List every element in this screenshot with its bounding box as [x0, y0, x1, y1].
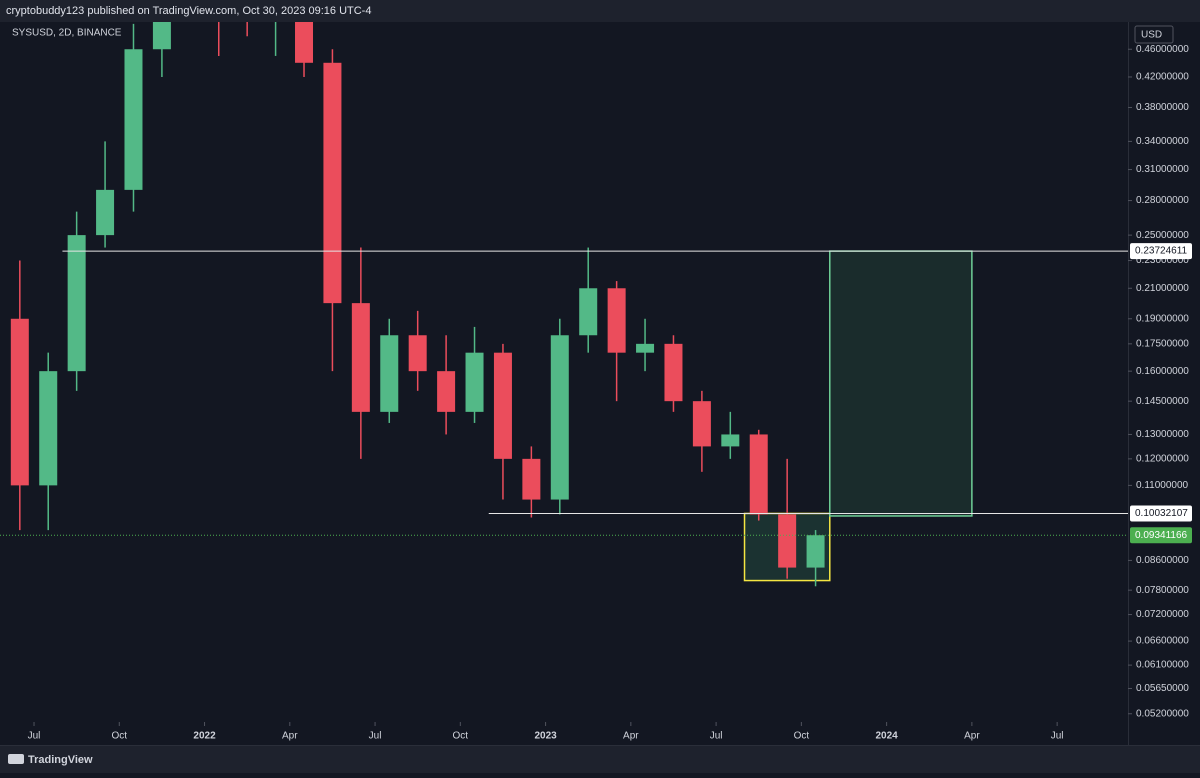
candle-body	[408, 335, 427, 372]
y-tick-label: 0.06600000	[1136, 636, 1189, 647]
header-text: cryptobuddy123 published on TradingView.…	[6, 5, 371, 17]
y-tick-label: 0.11000000	[1136, 480, 1189, 491]
candle-body	[96, 189, 115, 236]
y-tick-label: 0.42000000	[1136, 72, 1189, 83]
y-tick-label: 0.16000000	[1136, 366, 1189, 377]
y-tick-label: 0.06100000	[1136, 660, 1189, 671]
candle-body	[550, 335, 569, 500]
last-price-bg	[1130, 527, 1192, 544]
price-label: 0.10032107	[1135, 508, 1188, 519]
x-tick-label: Oct	[453, 731, 469, 742]
x-tick-label: Apr	[282, 731, 298, 742]
candle-body	[692, 401, 711, 447]
x-tick-label: Oct	[794, 731, 810, 742]
last-price-label: 0.09341166	[1135, 530, 1188, 541]
candle-body	[721, 434, 740, 447]
currency: USD	[1141, 30, 1162, 41]
currency-box	[1134, 25, 1174, 44]
price-label: 0.23724611	[1135, 246, 1188, 257]
y-tick-label: 0.13000000	[1136, 429, 1189, 440]
candle-body	[493, 352, 512, 459]
y-tick-label: 0.38000000	[1136, 102, 1189, 113]
y-tick-label: 0.17500000	[1136, 338, 1189, 349]
price-label-bg	[1130, 505, 1192, 522]
candle-body	[351, 303, 370, 412]
symbol-title: SYSUSD, 2D, BINANCE	[12, 28, 122, 39]
x-tick-label: Oct	[111, 731, 127, 742]
x-tick-label: Apr	[964, 731, 980, 742]
x-tick-label: Jul	[369, 731, 382, 742]
y-tick-label: 0.12000000	[1136, 453, 1189, 464]
candle-body	[806, 535, 825, 568]
candle-body	[10, 318, 29, 486]
candle-body	[295, 22, 314, 63]
y-tick-label: 0.08600000	[1136, 555, 1189, 566]
candle-body	[579, 288, 598, 336]
candle-body	[39, 371, 58, 486]
candle-body	[664, 343, 683, 402]
y-tick-label: 0.34000000	[1136, 136, 1189, 147]
y-tick-label: 0.21000000	[1136, 283, 1189, 294]
y-tick-label: 0.07800000	[1136, 585, 1189, 596]
top-bar	[0, 0, 1200, 22]
candle-body	[465, 352, 484, 412]
y-tick-label: 0.07200000	[1136, 609, 1189, 620]
plot	[10, 22, 973, 587]
candle-body	[67, 235, 86, 372]
candle-body	[152, 22, 171, 50]
candle-body	[636, 343, 655, 353]
y-tick-label: 0.05650000	[1136, 683, 1189, 694]
y-tick-label: 0.31000000	[1136, 164, 1189, 175]
candle-body	[323, 62, 342, 304]
y-tick-label: 0.28000000	[1136, 195, 1189, 206]
candle-body	[124, 49, 143, 190]
x-tick-label: Apr	[623, 731, 639, 742]
x-tick-label: 2023	[534, 731, 557, 742]
price-label-bg	[1130, 243, 1192, 260]
candle-body	[380, 335, 399, 412]
y-tick-label: 0.25000000	[1136, 230, 1189, 241]
candle-body	[437, 371, 456, 412]
logo-icon	[8, 754, 24, 764]
candle-body	[607, 288, 626, 353]
candle-body	[522, 458, 541, 500]
x-tick-label: Jul	[1051, 731, 1064, 742]
y-tick-label: 0.46000000	[1136, 44, 1189, 55]
x-tick-label: Jul	[710, 731, 723, 742]
x-tick-label: 2022	[193, 731, 216, 742]
y-tick-label: 0.05200000	[1136, 708, 1189, 719]
range-box	[829, 250, 973, 517]
bottom-bar	[0, 746, 1200, 773]
y-tick-label: 0.23000000	[1136, 255, 1189, 266]
candle-body	[778, 514, 797, 568]
footer-brand: TradingView	[28, 754, 93, 766]
candle-body	[749, 434, 768, 515]
x-tick-label: Jul	[28, 731, 41, 742]
y-tick-label: 0.19000000	[1136, 313, 1189, 324]
x-tick-label: 2024	[875, 731, 898, 742]
y-tick-label: 0.14500000	[1136, 396, 1189, 407]
